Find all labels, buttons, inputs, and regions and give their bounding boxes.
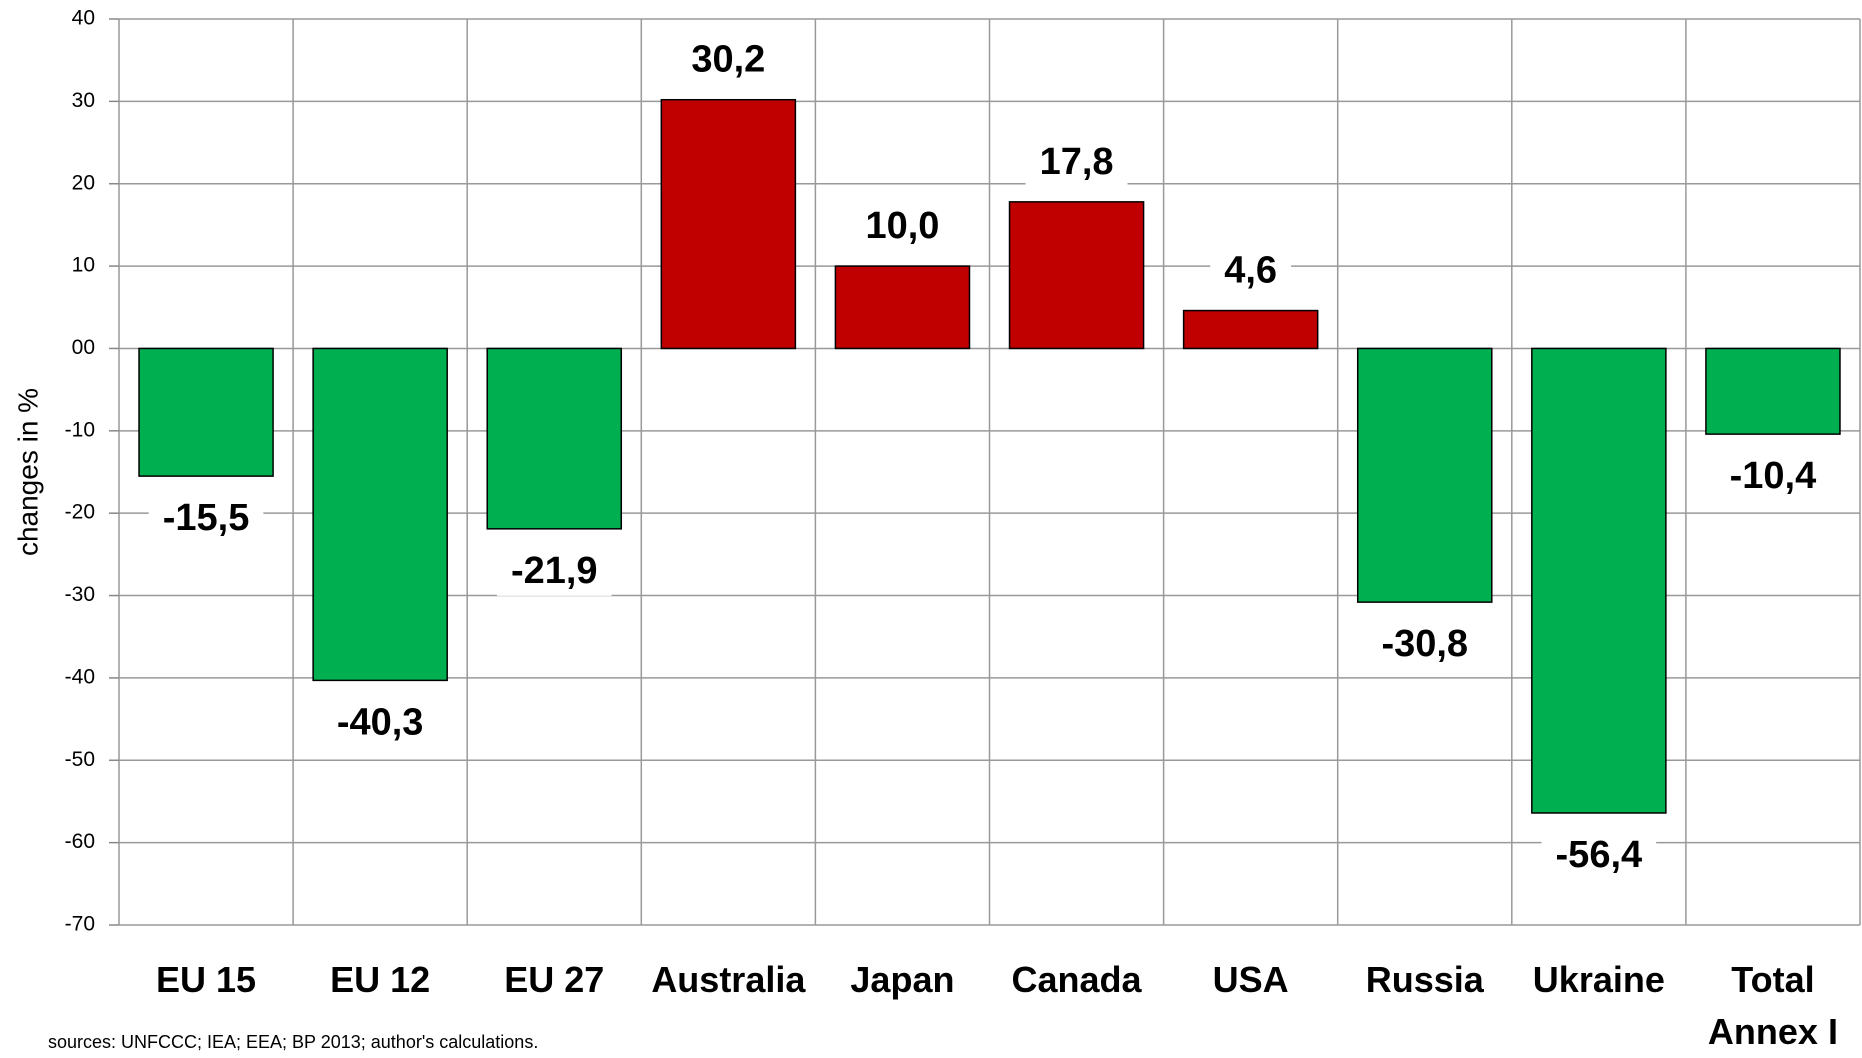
x-tick-label: EU 12 — [330, 959, 431, 1000]
bar — [1531, 347, 1667, 814]
y-tick-label: 20 — [72, 171, 95, 194]
x-tick-label: Ukraine — [1532, 959, 1665, 1000]
x-tick-label: Japan — [850, 959, 955, 1000]
value-label-bg — [1210, 245, 1292, 296]
bar — [834, 265, 971, 350]
x-tick-label: EU 15 — [156, 959, 257, 1000]
value-label-bg — [677, 34, 780, 85]
y-tick-label: 30 — [72, 89, 95, 112]
value-label: -56,4 — [1556, 834, 1643, 876]
value-label-bg — [148, 493, 264, 544]
y-tick-label: -20 — [65, 501, 95, 524]
value-label: -40,3 — [337, 701, 424, 743]
value-label: -30,8 — [1381, 623, 1468, 665]
x-tick-label: Russia — [1365, 959, 1484, 1000]
x-tick-label: Australia — [651, 959, 806, 1000]
x-tick-label: EU 27 — [504, 959, 605, 1000]
value-label: -21,9 — [511, 550, 598, 592]
bar — [660, 98, 797, 350]
value-label-bg — [1367, 619, 1483, 670]
y-tick-label: 40 — [72, 7, 95, 30]
x-tick-label: USA — [1212, 959, 1289, 1000]
y-tick-label: -10 — [65, 418, 95, 441]
value-label-bg — [1715, 451, 1831, 502]
value-label: -15,5 — [163, 497, 250, 539]
value-label: 10,0 — [865, 205, 939, 247]
bar — [312, 347, 448, 682]
bar — [1182, 309, 1319, 350]
value-label-bg — [496, 545, 612, 596]
x-tick-label: Canada — [1011, 959, 1142, 1000]
value-label-bg — [1025, 136, 1128, 187]
source-note: sources: UNFCCC; IEA; EEA; BP 2013; auth… — [48, 1032, 539, 1052]
bar — [1008, 201, 1145, 350]
x-tick-label: Total Annex I — [1707, 959, 1838, 1052]
value-label: 17,8 — [1040, 141, 1114, 183]
value-label-bg — [851, 201, 954, 252]
y-axis-label: changes in % — [12, 388, 43, 556]
value-label: 4,6 — [1224, 250, 1277, 292]
value-label: -10,4 — [1730, 455, 1817, 497]
y-tick-label: 10 — [72, 254, 95, 277]
y-tick-label: -50 — [65, 748, 95, 771]
bar — [1356, 347, 1493, 603]
y-tick-label: -60 — [65, 830, 95, 853]
value-label-bg — [322, 697, 438, 748]
bar — [1705, 347, 1841, 435]
y-tick-label: -40 — [65, 665, 95, 688]
value-label: 30,2 — [691, 39, 765, 81]
y-tick-label: -70 — [65, 913, 95, 936]
bar — [486, 347, 623, 530]
y-tick-label: 00 — [72, 336, 95, 359]
value-label-bg — [1541, 830, 1657, 881]
y-tick-label: -30 — [65, 583, 95, 606]
bar — [138, 347, 274, 477]
value-labels: -15,5 -40,3 -21,9 30,2 10,0 17,8 4,6 -30,8 -56,4… — [148, 34, 1831, 881]
